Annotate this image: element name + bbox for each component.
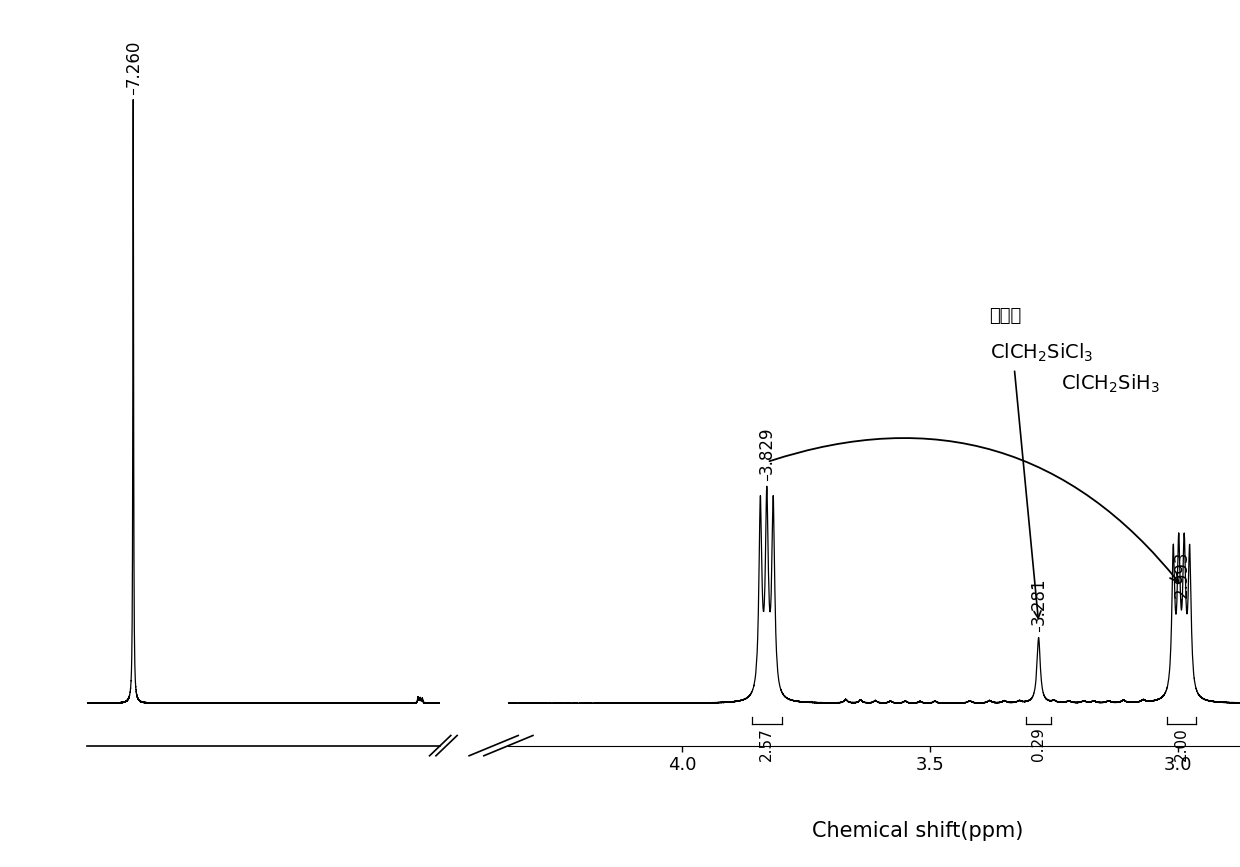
FancyArrowPatch shape: [770, 438, 1178, 582]
Text: 2.00: 2.00: [1174, 727, 1189, 761]
Text: 2.57: 2.57: [759, 727, 774, 761]
Text: 2.993: 2.993: [1173, 551, 1190, 598]
Text: ClCH$_2$SiH$_3$: ClCH$_2$SiH$_3$: [1061, 373, 1159, 395]
Text: ClCH$_2$SiCl$_3$: ClCH$_2$SiCl$_3$: [990, 342, 1092, 364]
Text: 7.260: 7.260: [124, 40, 143, 88]
Text: 0.29: 0.29: [1032, 727, 1047, 761]
FancyArrowPatch shape: [1014, 371, 1040, 618]
Text: 原料：: 原料：: [990, 307, 1022, 325]
Text: 3.281: 3.281: [1029, 577, 1048, 625]
Text: 3.829: 3.829: [758, 427, 776, 474]
Text: Chemical shift(ppm): Chemical shift(ppm): [812, 821, 1023, 841]
